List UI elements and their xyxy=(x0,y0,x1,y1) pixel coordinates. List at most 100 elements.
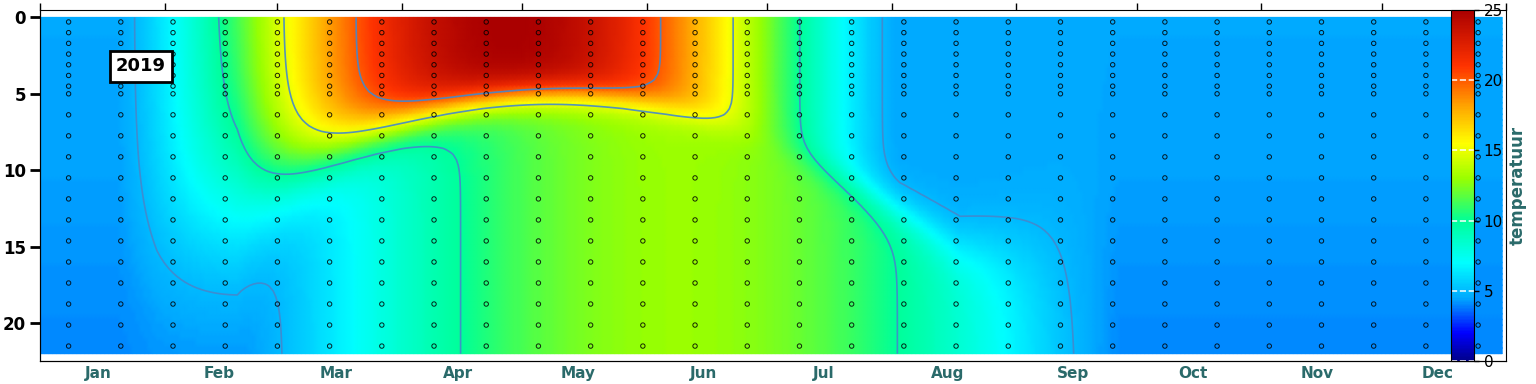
Point xyxy=(1048,91,1072,97)
Point xyxy=(631,73,656,79)
Point xyxy=(370,73,395,79)
Point xyxy=(1204,40,1229,46)
Point xyxy=(370,112,395,118)
Point xyxy=(891,322,915,328)
Point xyxy=(734,51,759,57)
Point xyxy=(1256,217,1281,223)
Point xyxy=(943,175,968,181)
Point xyxy=(995,301,1020,307)
Point xyxy=(370,238,395,244)
Point xyxy=(995,259,1020,265)
Point xyxy=(579,217,604,223)
Point xyxy=(1465,91,1490,97)
Point xyxy=(995,62,1020,68)
Point xyxy=(422,217,447,223)
Point xyxy=(1361,19,1385,25)
Point xyxy=(1413,301,1438,307)
Point xyxy=(318,19,343,25)
Point xyxy=(1361,73,1385,79)
Point xyxy=(891,133,915,139)
Point xyxy=(318,259,343,265)
Point xyxy=(1152,30,1177,36)
Point xyxy=(527,343,551,349)
Point xyxy=(786,91,811,97)
Point xyxy=(786,30,811,36)
Point xyxy=(943,301,968,307)
Point xyxy=(631,133,656,139)
Point xyxy=(995,154,1020,160)
Point xyxy=(109,133,134,139)
Point xyxy=(579,133,604,139)
Point xyxy=(422,19,447,25)
Point xyxy=(109,30,134,36)
Point xyxy=(161,112,186,118)
Point xyxy=(1309,217,1333,223)
Point xyxy=(839,30,863,36)
Point xyxy=(1309,40,1333,46)
Point xyxy=(684,83,708,89)
Point xyxy=(839,238,863,244)
Point xyxy=(161,238,186,244)
Point xyxy=(1309,91,1333,97)
Point xyxy=(631,280,656,286)
Point xyxy=(1256,322,1281,328)
Point xyxy=(1413,175,1438,181)
Point xyxy=(1204,51,1229,57)
Point xyxy=(786,83,811,89)
Point xyxy=(1413,112,1438,118)
Point xyxy=(995,91,1020,97)
Point xyxy=(1413,83,1438,89)
Point xyxy=(684,217,708,223)
Text: 2019: 2019 xyxy=(115,57,166,75)
Point xyxy=(1204,280,1229,286)
Point xyxy=(161,301,186,307)
Point xyxy=(943,154,968,160)
Point xyxy=(1413,343,1438,349)
Point xyxy=(734,280,759,286)
Point xyxy=(1048,154,1072,160)
Point xyxy=(475,280,499,286)
Point xyxy=(161,83,186,89)
Point xyxy=(579,83,604,89)
Point xyxy=(1048,175,1072,181)
Point xyxy=(1048,19,1072,25)
Point xyxy=(631,91,656,97)
Point xyxy=(943,112,968,118)
Point xyxy=(318,196,343,202)
Point xyxy=(1413,196,1438,202)
Point xyxy=(370,40,395,46)
Point xyxy=(943,343,968,349)
Point xyxy=(579,91,604,97)
Point xyxy=(318,238,343,244)
Point xyxy=(943,280,968,286)
Point xyxy=(1256,280,1281,286)
Point xyxy=(684,175,708,181)
Point xyxy=(109,196,134,202)
Point xyxy=(527,196,551,202)
Point xyxy=(1465,259,1490,265)
Point xyxy=(631,30,656,36)
Point xyxy=(318,217,343,223)
Point xyxy=(1048,343,1072,349)
Point xyxy=(161,133,186,139)
Point xyxy=(1465,322,1490,328)
Point xyxy=(57,73,81,79)
Point xyxy=(1048,196,1072,202)
Point xyxy=(266,83,290,89)
Point xyxy=(1413,280,1438,286)
Point xyxy=(1152,154,1177,160)
Point xyxy=(1413,322,1438,328)
Point xyxy=(1256,91,1281,97)
Point xyxy=(1100,343,1124,349)
Point xyxy=(422,154,447,160)
Point xyxy=(527,280,551,286)
Point xyxy=(1152,91,1177,97)
Point xyxy=(422,301,447,307)
Point xyxy=(1465,154,1490,160)
Point xyxy=(475,40,499,46)
Point xyxy=(995,175,1020,181)
Point xyxy=(839,133,863,139)
Point xyxy=(57,112,81,118)
Point xyxy=(579,322,604,328)
Point xyxy=(995,19,1020,25)
